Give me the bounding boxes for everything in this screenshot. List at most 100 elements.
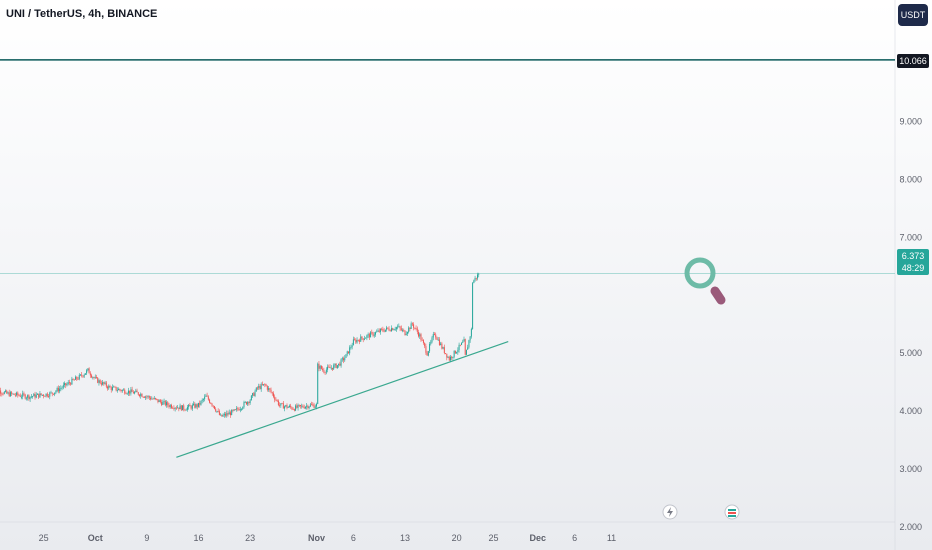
candle-body xyxy=(92,377,94,378)
candle xyxy=(33,393,35,397)
candle-body xyxy=(441,343,443,349)
candle xyxy=(24,393,26,400)
candle xyxy=(367,332,369,339)
candle-body xyxy=(282,403,284,409)
currency-button[interactable]: USDT xyxy=(898,4,928,26)
candle-body xyxy=(475,277,477,279)
candle-body xyxy=(242,407,244,409)
candle-body xyxy=(222,415,224,417)
candle xyxy=(296,403,298,409)
candle-body xyxy=(461,342,463,345)
candle xyxy=(343,356,345,364)
candle xyxy=(97,377,99,384)
candle xyxy=(408,326,410,334)
candle xyxy=(175,405,177,410)
candle xyxy=(248,401,250,406)
candle-body xyxy=(324,372,326,374)
candle-body xyxy=(41,394,43,396)
candle-body xyxy=(340,359,342,366)
candle xyxy=(71,376,73,385)
candle xyxy=(473,279,475,284)
candle-body xyxy=(151,398,153,400)
candle xyxy=(280,403,282,408)
candle-body xyxy=(36,393,38,395)
candle-body xyxy=(212,405,214,407)
candle-body xyxy=(287,407,289,408)
earnings-flag-icon[interactable] xyxy=(724,504,740,520)
candle-body xyxy=(400,328,402,331)
candle xyxy=(398,323,400,328)
candle-body xyxy=(153,398,155,400)
candle-body xyxy=(271,392,273,394)
candle xyxy=(212,405,214,409)
candle xyxy=(354,337,356,341)
candle-body xyxy=(366,335,368,338)
candle xyxy=(213,405,215,410)
candle xyxy=(99,379,101,385)
candle xyxy=(309,402,311,408)
candle-body xyxy=(82,375,84,377)
candle-body xyxy=(12,393,14,395)
candle-body xyxy=(118,388,120,391)
candle-body xyxy=(258,386,260,388)
candle-body xyxy=(425,346,427,353)
candle xyxy=(255,387,257,392)
candle xyxy=(45,393,47,398)
candle xyxy=(205,393,207,397)
candle xyxy=(86,368,88,375)
candle-body xyxy=(477,274,479,279)
candle xyxy=(114,385,116,388)
candle-body xyxy=(152,398,154,400)
candle xyxy=(137,391,139,396)
candle xyxy=(228,409,230,415)
candle-body xyxy=(161,401,163,405)
candle xyxy=(38,393,40,400)
candle xyxy=(355,338,357,345)
candle xyxy=(356,337,358,344)
candle xyxy=(152,397,154,400)
candle-body xyxy=(372,332,374,336)
y-tick-label: 7.000 xyxy=(899,232,922,242)
candle-body xyxy=(59,388,61,392)
candle-body xyxy=(357,339,359,341)
candle-body xyxy=(411,323,413,325)
candle xyxy=(477,272,479,281)
candle-body xyxy=(311,404,313,406)
candle-body xyxy=(418,332,420,337)
candle xyxy=(215,407,217,413)
candle xyxy=(14,392,16,398)
candle xyxy=(1,392,3,397)
candle-body xyxy=(413,324,415,328)
candle-body xyxy=(388,328,390,331)
candle xyxy=(207,395,209,401)
candle xyxy=(334,363,336,368)
candle-body xyxy=(269,388,271,390)
candle xyxy=(468,339,470,349)
candle-body xyxy=(468,340,470,348)
candle xyxy=(123,388,125,391)
candle-body xyxy=(139,394,140,396)
magnifier-ring xyxy=(684,257,716,289)
candle-body xyxy=(216,410,218,412)
candle-body xyxy=(188,404,190,408)
candle xyxy=(333,363,335,370)
candle-body xyxy=(435,334,437,338)
candle-body xyxy=(343,358,345,361)
lightning-event-icon[interactable] xyxy=(662,504,678,520)
candle-body xyxy=(141,393,143,397)
candle xyxy=(311,401,313,406)
candle-body xyxy=(383,330,385,332)
candle-body xyxy=(126,393,128,395)
candle-body xyxy=(478,273,480,275)
candle-body xyxy=(344,357,346,361)
candle-body xyxy=(405,333,407,336)
candle-body xyxy=(236,408,238,410)
candle-body xyxy=(437,339,439,341)
candle xyxy=(244,400,246,404)
candle xyxy=(316,402,317,410)
candle xyxy=(27,394,29,401)
candle xyxy=(56,386,58,393)
candle xyxy=(400,325,402,332)
candle-body xyxy=(398,326,400,328)
